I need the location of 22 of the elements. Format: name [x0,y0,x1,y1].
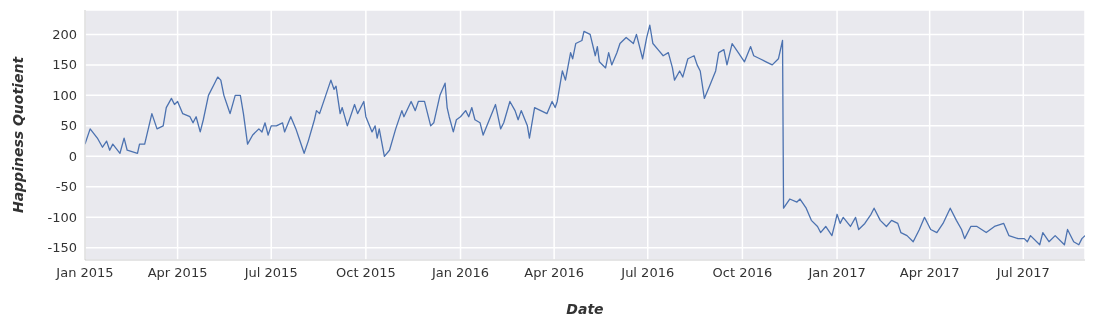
y-tick-label: 200 [52,27,77,43]
y-tick-label: 50 [60,118,77,134]
y-tick-label: -50 [55,179,77,195]
x-tick-label: Jul 2016 [620,265,675,281]
line-series [85,24,1085,246]
y-tick-label: 100 [52,87,77,103]
y-tick-label: 150 [52,57,77,73]
y-tick-label: -150 [47,240,77,256]
x-tick-label: Jan 2016 [430,265,490,281]
y-tick-label: 0 [68,148,77,164]
x-tick-label: Jul 2017 [995,265,1050,281]
x-tick-label: Apr 2015 [147,265,208,281]
x-tick-label: Apr 2017 [899,265,960,281]
x-axis-title: Date [566,301,604,317]
x-tick-label: Jan 2017 [807,265,866,281]
y-tick-label: -100 [47,209,77,225]
x-tick-label: Apr 2016 [524,265,584,281]
x-tick-label: Jul 2015 [243,265,298,281]
y-axis-title: Happiness Quotient [9,55,26,214]
x-tick-label: Oct 2015 [336,265,396,281]
x-tick-label: Jan 2015 [55,265,114,281]
x-tick-label: Oct 2016 [712,265,773,281]
